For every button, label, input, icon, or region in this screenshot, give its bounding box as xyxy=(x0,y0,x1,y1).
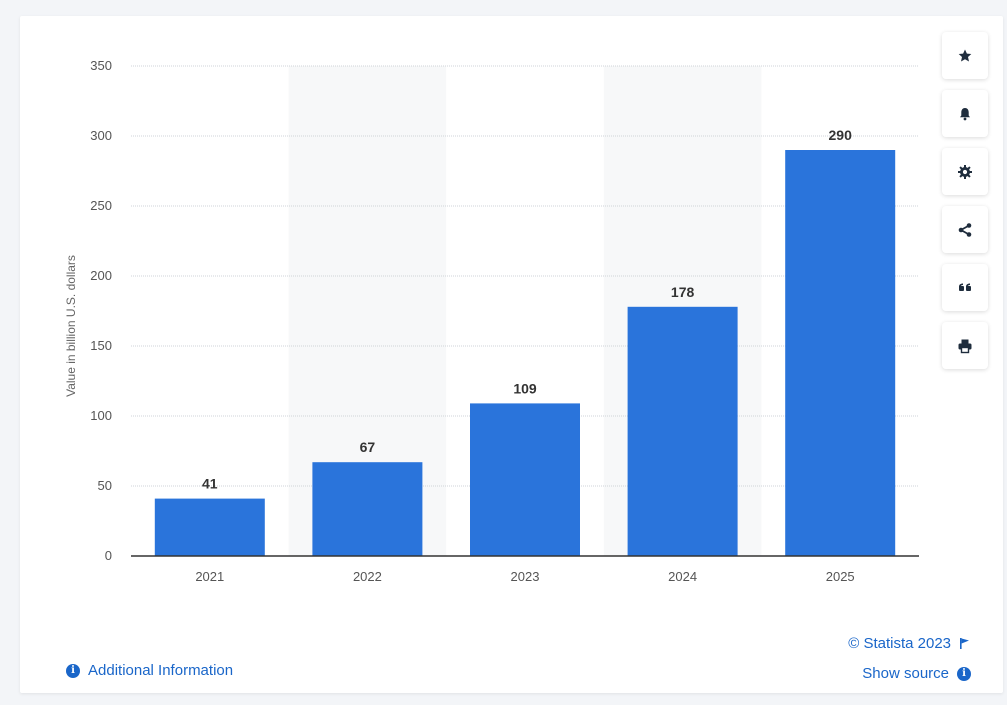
additional-information-label: Additional Information xyxy=(88,662,234,679)
star-icon xyxy=(958,49,972,61)
y-tick-label: 100 xyxy=(90,408,112,423)
gear-icon xyxy=(958,164,972,179)
copyright-text: © Statista 2023 xyxy=(848,635,951,652)
bar-chart: 0 50 100 150 200 250 300 350 Value in billion U.… xyxy=(64,58,919,584)
bar xyxy=(627,306,738,556)
bar xyxy=(470,403,580,556)
y-axis-title: Value in billion U.S. dollars xyxy=(64,255,78,397)
data-label: 109 xyxy=(513,380,537,396)
data-label: 67 xyxy=(360,439,376,455)
y-tick-label: 0 xyxy=(105,548,112,563)
chart-toolbar xyxy=(942,32,988,369)
data-label: 178 xyxy=(671,284,695,300)
x-tick-label: 2024 xyxy=(668,569,697,584)
chart-card: 0 50 100 150 200 250 300 350 Value in billion U.… xyxy=(20,16,1003,693)
data-label: 41 xyxy=(202,476,218,492)
bar xyxy=(312,462,423,556)
quote-icon xyxy=(959,283,971,291)
printer-icon xyxy=(958,339,972,353)
additional-information-link[interactable]: i Additional Information xyxy=(66,662,233,679)
y-tick-label: 200 xyxy=(90,268,112,283)
share-button[interactable] xyxy=(942,206,988,253)
info-icon: i xyxy=(66,663,80,678)
y-tick-label: 350 xyxy=(90,58,112,73)
share-icon xyxy=(958,222,972,237)
flag-icon[interactable] xyxy=(959,637,971,650)
favorite-button[interactable] xyxy=(942,32,988,79)
settings-button[interactable] xyxy=(942,148,988,195)
y-tick-label: 300 xyxy=(90,128,112,143)
y-tick-label: 250 xyxy=(90,198,112,213)
x-tick-label: 2021 xyxy=(195,569,224,584)
data-label: 290 xyxy=(829,127,853,143)
x-tick-label: 2023 xyxy=(511,569,540,584)
notification-button[interactable] xyxy=(942,90,988,137)
x-tick-label: 2025 xyxy=(826,569,855,584)
bell-icon xyxy=(960,107,970,120)
info-icon: i xyxy=(957,666,971,681)
print-button[interactable] xyxy=(942,322,988,369)
show-source-label: Show source xyxy=(862,665,949,682)
bar xyxy=(154,498,265,556)
show-source-link[interactable]: Show source i xyxy=(862,665,971,682)
bar xyxy=(785,150,896,556)
y-tick-label: 150 xyxy=(90,338,112,353)
cite-button[interactable] xyxy=(942,264,988,311)
x-tick-label: 2022 xyxy=(353,569,382,584)
statista-credit: © Statista 2023 xyxy=(848,635,971,652)
y-tick-label: 50 xyxy=(98,478,112,493)
